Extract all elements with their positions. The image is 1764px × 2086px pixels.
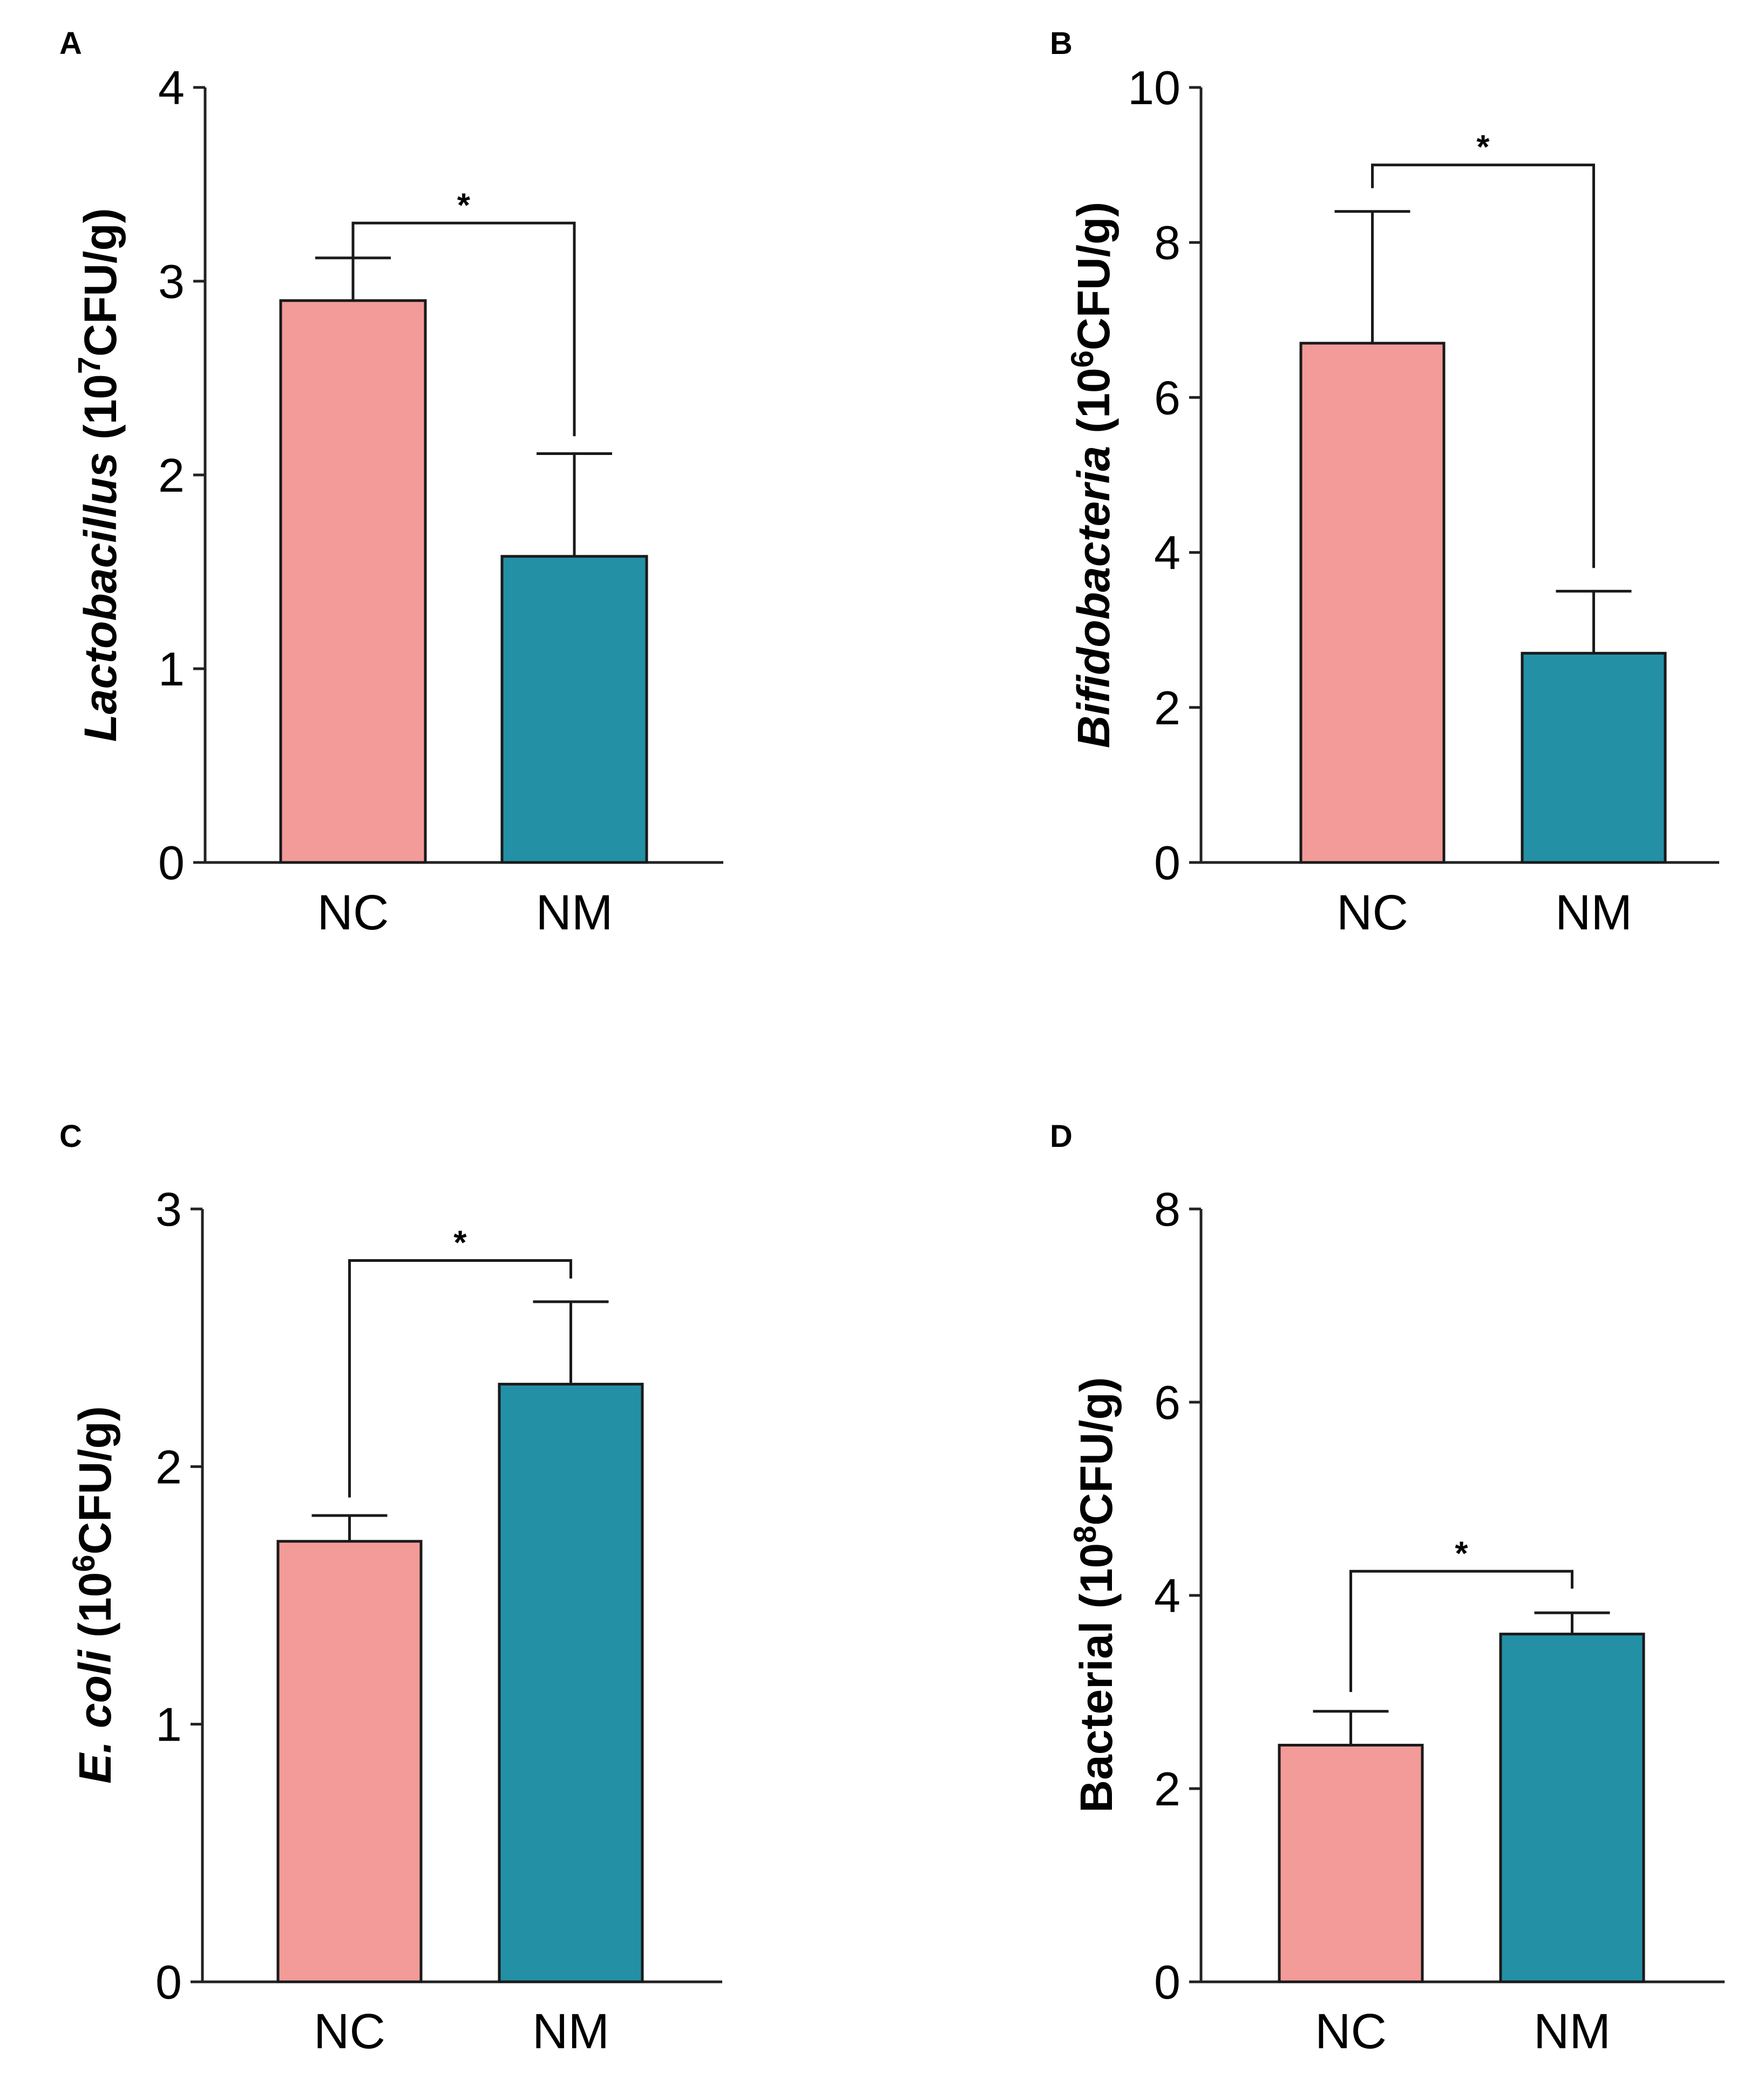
panel-a-y-axis-title: Lactobacillus (107CFU/g) <box>72 208 126 742</box>
panel-a-y-tick-label: 2 <box>158 449 185 502</box>
panel-d-significance-bracket <box>1349 1569 1573 1692</box>
panel-d-y-tick-label: 0 <box>1154 1955 1180 2009</box>
panel-c-x-label-nc: NC <box>314 2004 385 2059</box>
panel-d-bar-nm <box>1499 1633 1645 1983</box>
panel-b-y-tick-label: 10 <box>1128 61 1180 114</box>
panel-d-x-label-nm: NM <box>1534 2004 1611 2059</box>
panel-d-y-tick-label: 8 <box>1154 1183 1180 1236</box>
panel-a-y-tick-label: 1 <box>158 642 185 696</box>
panel-d-x-label-nc: NC <box>1315 2004 1387 2059</box>
panel-b-chart: B 0 2 4 6 8 10 Bifidobacteria (106CFU/g) NC NM * <box>1050 26 1719 940</box>
panel-a-significance-star: * <box>457 187 471 224</box>
panel-c-y-axis-title: E. coli (106CFU/g) <box>66 1406 120 1784</box>
panel-b-letter: B <box>1050 26 1073 61</box>
panel-a-chart: A 0 1 2 3 4 Lactobacillus (107CFU/g) NC NM * <box>59 26 723 940</box>
panel-b-y-tick-label: 2 <box>1154 681 1180 735</box>
panel-d-bar-nc <box>1278 1743 1424 1983</box>
panel-c-significance-star: * <box>453 1224 467 1261</box>
panel-c-letter: C <box>59 1119 82 1154</box>
panel-c-bar-nc <box>276 1540 423 1983</box>
panel-b-bar-nm <box>1521 651 1667 864</box>
panel-d-y-axis-title: Bacterial (108CFU/g) <box>1068 1377 1122 1812</box>
panel-a-y-tick-label: 4 <box>158 61 185 114</box>
panel-b-bar-nc <box>1299 342 1446 864</box>
panel-b-y-tick-label: 6 <box>1154 371 1180 424</box>
panel-a-bar-nm <box>500 555 648 864</box>
panel-d-y-tick-label: 4 <box>1154 1569 1180 1622</box>
panel-d-y-tick-label: 2 <box>1154 1762 1180 1816</box>
panel-b-y-axis-title: Bifidobacteria (106CFU/g) <box>1065 202 1119 748</box>
panel-d-significance-star: * <box>1455 1535 1468 1572</box>
panel-c-y-tick-label: 0 <box>155 1955 182 2009</box>
panel-a-bar-nc <box>279 299 427 864</box>
panel-c-y-tick-label: 1 <box>155 1698 182 1751</box>
panel-c-significance-bracket <box>348 1259 572 1498</box>
panel-a-x-label-nc: NC <box>317 885 389 940</box>
panel-a-significance-bracket <box>351 221 576 437</box>
panel-a-letter: A <box>59 26 82 61</box>
panel-b-y-tick-label: 0 <box>1154 836 1180 889</box>
panel-b-y-tick-label: 8 <box>1154 216 1180 269</box>
panel-d-y-tick-label: 6 <box>1154 1376 1180 1429</box>
panel-a-x-label-nm: NM <box>535 885 613 940</box>
panel-c-y-tick-label: 2 <box>155 1440 182 1493</box>
panel-b-significance-bracket <box>1371 164 1595 568</box>
panel-a-y-tick-label: 0 <box>158 836 185 889</box>
panel-c-chart: C 0 1 2 3 E. coli (106CFU/g) NC NM * <box>59 1119 722 2059</box>
panel-d-chart: D 0 2 4 6 8 Bacterial (108CFU/g) NC NM * <box>1050 1119 1725 2059</box>
panel-b-y-tick-label: 4 <box>1154 526 1180 580</box>
panel-c-x-label-nm: NM <box>532 2004 609 2059</box>
panel-c-bar-nm <box>498 1383 644 1983</box>
panel-d-letter: D <box>1050 1119 1073 1154</box>
panel-b-significance-star: * <box>1476 129 1490 166</box>
panel-b-x-label-nc: NC <box>1336 885 1408 940</box>
panel-c-y-tick-label: 3 <box>155 1183 182 1236</box>
panel-a-y-tick-label: 3 <box>158 255 185 308</box>
panel-b-x-label-nm: NM <box>1555 885 1632 940</box>
